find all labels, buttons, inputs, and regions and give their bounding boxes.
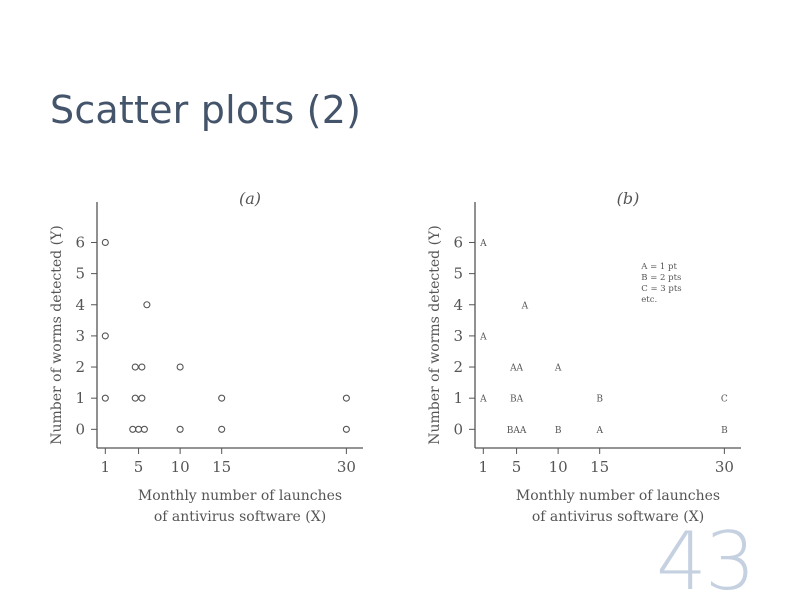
data-point-letter: B xyxy=(596,395,603,405)
data-point-circle xyxy=(176,363,184,371)
data-point-circle xyxy=(101,394,109,402)
data-point-letter: AA xyxy=(509,364,523,374)
x-tick-label: 5 xyxy=(512,458,522,476)
data-point-circle xyxy=(131,363,139,371)
data-point-letter: C xyxy=(721,395,728,405)
data-point-circle xyxy=(129,425,137,433)
legend-entry: A = 1 pt xyxy=(640,262,677,272)
data-point-circle xyxy=(101,332,109,340)
page-number: 43 xyxy=(656,515,756,608)
y-tick-label: 2 xyxy=(453,358,463,376)
data-point-circle xyxy=(131,394,139,402)
x-tick-label: 10 xyxy=(171,458,190,476)
data-point-letter: A xyxy=(479,332,487,342)
x-tick-label: 5 xyxy=(134,458,144,476)
data-point-letter: A xyxy=(554,364,562,374)
x-axis-label: Monthly number of launches xyxy=(138,488,342,504)
y-tick-label: 3 xyxy=(75,327,85,345)
x-axis-label: Monthly number of launches xyxy=(516,488,720,504)
data-point-circle xyxy=(218,394,226,402)
data-point-circle xyxy=(135,425,143,433)
data-point-circle xyxy=(138,394,146,402)
y-tick-label: 4 xyxy=(453,296,463,314)
y-tick-label: 3 xyxy=(453,327,463,345)
x-axis-label: of antivirus software (X) xyxy=(532,509,704,525)
data-point-letter: BA xyxy=(510,395,524,405)
x-tick-label: 1 xyxy=(101,458,111,476)
scatter-plot-a: (a) 0 1 2 3 4 5 6 1 5 10 15 30 Monthly number of laun… xyxy=(45,180,375,525)
data-point-circle xyxy=(218,425,226,433)
data-point-circle xyxy=(138,363,146,371)
data-point-letter: BAA xyxy=(507,426,527,436)
data-point-circle xyxy=(342,394,350,402)
data-point-circle xyxy=(176,425,184,433)
data-point-circle xyxy=(143,301,151,309)
x-tick-label: 15 xyxy=(212,458,231,476)
y-tick-label: 5 xyxy=(75,265,85,283)
x-tick-label: 10 xyxy=(549,458,568,476)
data-point-circle xyxy=(101,238,109,247)
x-tick-label: 1 xyxy=(479,458,489,476)
y-tick-label: 1 xyxy=(75,389,85,407)
x-axis-label: of antivirus software (X) xyxy=(154,509,326,525)
x-tick-label: 15 xyxy=(590,458,609,476)
x-tick-label: 30 xyxy=(715,458,734,476)
y-tick-label: 2 xyxy=(75,358,85,376)
y-tick-label: 0 xyxy=(75,420,85,438)
y-tick-label: 6 xyxy=(453,233,463,251)
chart-title: (b) xyxy=(617,189,640,208)
y-tick-label: 1 xyxy=(453,389,463,407)
chart-title: (a) xyxy=(239,189,261,208)
data-point-letter: B xyxy=(721,426,728,436)
data-point-letter: A xyxy=(595,426,603,436)
y-tick-label: 5 xyxy=(453,265,463,283)
data-point-circle xyxy=(140,425,148,433)
y-tick-label: 6 xyxy=(75,233,85,251)
data-point-circle xyxy=(342,425,350,433)
slide-title: Scatter plots (2) xyxy=(50,88,362,132)
scatter-plot-b: (b) 0 1 2 3 4 5 6 1 5 10 15 30 Monthly number of laun… xyxy=(423,180,753,525)
y-tick-label: 0 xyxy=(453,420,463,438)
data-point-letter: A xyxy=(521,301,529,311)
legend-entry: C = 3 pts xyxy=(641,284,681,294)
legend-entry: B = 2 pts xyxy=(641,273,681,283)
y-tick-label: 4 xyxy=(75,296,85,314)
x-tick-label: 30 xyxy=(337,458,356,476)
data-point-letter: A xyxy=(479,239,487,249)
y-axis-label: Number of worms detected (Y) xyxy=(49,225,65,445)
data-point-letter: A xyxy=(479,395,487,405)
data-point-letter: B xyxy=(555,426,562,436)
legend-entry: etc. xyxy=(641,295,657,305)
y-axis-label: Number of worms detected (Y) xyxy=(427,225,443,445)
